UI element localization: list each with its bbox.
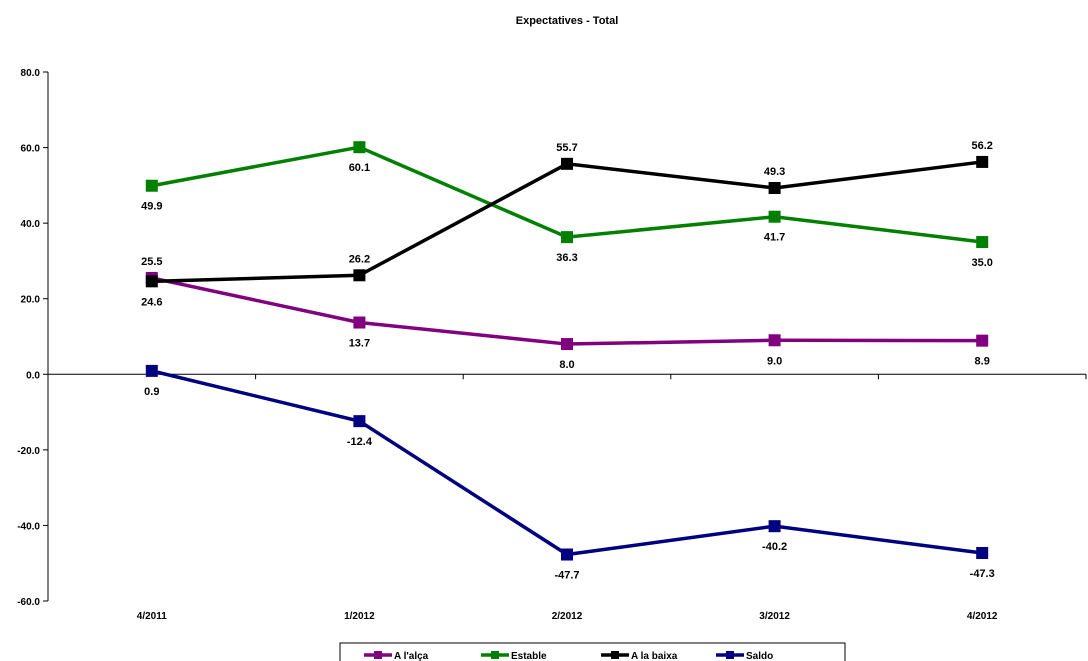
data-point-marker [768,520,781,533]
legend-label: A l'alça [394,651,429,661]
y-tick-label: 0.0 [26,370,40,381]
data-point-marker [145,364,158,377]
data-label: 49.3 [764,166,785,178]
y-tick-label: 60.0 [21,144,41,155]
x-tick-label: 2/2012 [552,611,583,622]
data-label: -12.4 [347,436,373,448]
axes: 80.0 60.0 40.0 20.0 0.0 -20.0 -40.0 -60.0 4/2011… [17,68,1087,622]
data-point-marker [353,316,366,329]
legend-swatch-marker [491,651,499,659]
data-point-marker [976,236,989,249]
data-point-marker [976,547,989,560]
data-point-marker [768,182,781,195]
y-tick-label: 40.0 [21,219,41,230]
data-label: 36.3 [556,252,577,264]
data-label: 0.9 [144,386,159,398]
series-line [151,369,983,557]
data-point-marker [976,155,989,168]
y-tick-label: 20.0 [21,295,41,306]
data-point-marker [768,210,781,223]
legend-swatch-marker [611,651,619,659]
legend-swatch-marker [726,651,734,659]
legend-label: Saldo [746,651,773,661]
x-tick-label: 1/2012 [344,611,375,622]
data-label: 55.7 [556,142,577,154]
data-point-marker [561,157,573,170]
y-tick-label: 80.0 [21,68,41,79]
y-tick-label: -20.0 [17,446,40,457]
data-label: 41.7 [764,232,785,244]
legend-swatch-marker [374,651,382,659]
y-tick-label: -40.0 [17,521,40,532]
data-label: 9.0 [767,355,782,367]
y-tick-label: -60.0 [17,597,40,608]
data-label: 60.1 [349,162,370,174]
data-point-marker [353,141,366,154]
data-label: 8.0 [559,359,574,371]
series-line [151,276,983,346]
data-label: -47.7 [554,570,579,582]
data-point-marker [561,338,573,351]
data-point-marker [353,415,366,428]
data-point-marker [353,269,366,282]
data-labels: 25.5 13.7 8.0 9.0 8.9 49.9 60.1 36.3 41.7 35.0 24.… [141,140,995,582]
data-label: -47.3 [970,568,995,580]
data-label: 56.2 [971,140,992,152]
data-label: 25.5 [141,256,162,268]
data-label: 8.9 [975,356,990,368]
x-tick-label: 4/2012 [967,611,998,622]
legend-label: A la baixa [631,651,678,661]
chart-title: Expectatives - Total [516,15,619,27]
x-tick-label: 4/2011 [137,611,167,622]
data-point-marker [768,334,781,347]
data-point-marker [145,179,158,192]
data-label: 13.7 [349,338,370,350]
data-point-marker [976,334,989,347]
data-label: 35.0 [971,257,992,269]
legend-label: Estable [511,651,547,661]
legend: A l'alça Estable A la baixa Saldo [339,642,846,661]
data-label: 26.2 [349,253,370,265]
x-tick-label: 3/2012 [759,611,790,622]
series-layer [145,141,989,561]
data-point-marker [561,231,573,244]
data-label: 49.9 [141,201,162,213]
data-label: -40.2 [762,541,787,553]
data-point-marker [145,275,158,288]
data-point-marker [561,548,573,561]
data-label: 24.6 [141,296,162,308]
